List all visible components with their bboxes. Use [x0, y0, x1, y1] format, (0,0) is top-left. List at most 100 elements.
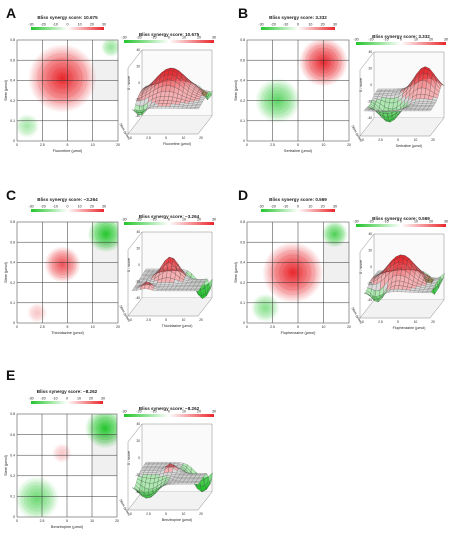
x-tick-label: 20 — [115, 519, 119, 523]
x-tick-label: 10 — [182, 136, 186, 140]
x-axis-label: Thioridazine (µmol) — [51, 331, 84, 335]
contour-line — [30, 491, 44, 505]
z-tick-label: 40 — [368, 50, 372, 54]
colorbar-tick-label: 0 — [297, 205, 299, 209]
synergy-blob — [44, 246, 81, 283]
y-tick-label: 0.2 — [240, 99, 245, 103]
colorbar — [261, 209, 335, 212]
surface-title: Bliss synergy score: 10.675 — [139, 32, 200, 37]
colorbar-tick-label: 0 — [67, 205, 69, 209]
colorbar-tick-label: 30 — [212, 36, 216, 40]
heatmap-title: Bliss synergy score: 0.569 — [269, 197, 327, 202]
y-axis-label: Stem (µmol) — [119, 304, 132, 322]
colorbar-tick-label: 10 — [414, 220, 418, 224]
colorbar-tick-label: 0 — [67, 23, 69, 27]
colorbar-tick-label: 30 — [444, 38, 448, 42]
contour-line — [47, 63, 78, 94]
x-tick-label: 5 — [67, 325, 69, 329]
x-tick-label: 10 — [322, 143, 326, 147]
masked-cell — [92, 242, 118, 263]
colorbar-tick-label: 20 — [90, 205, 94, 209]
surface-facet — [196, 285, 203, 287]
heatmap-panel-C: C Bliss synergy score: −3.264 -30 -20 -10 0 10… — [4, 187, 120, 335]
colorbar-tick-label: 10 — [182, 410, 186, 414]
surface-floor — [127, 115, 213, 135]
surface-mesh — [131, 256, 213, 299]
panel-letter: A — [6, 5, 16, 21]
colorbar-tick-label: 0 — [297, 23, 299, 27]
masked-cell — [92, 434, 117, 456]
y-tick-label: 0.1 — [240, 119, 245, 123]
colorbar-tick-label: -30 — [353, 38, 358, 42]
colorbar-tick-label: 10 — [77, 397, 81, 401]
x-axis-label: Thioridazine (µmol) — [162, 324, 193, 328]
x-tick-label: 0 — [130, 512, 132, 516]
surface-facet — [427, 106, 434, 109]
y-tick-label: 0.4 — [240, 261, 245, 265]
x-tick-label: 10 — [91, 143, 95, 147]
colorbar-tick-label: -10 — [151, 410, 156, 414]
colorbar-tick-label: -30 — [121, 36, 126, 40]
colorbar-tick-label: 20 — [89, 397, 93, 401]
x-tick-label: 0 — [16, 143, 18, 147]
surface-panel-E: Bliss synergy score: −8.262 -30 -20 -10 0 10 2… — [119, 406, 216, 522]
colorbar-tick-label: 20 — [429, 38, 433, 42]
heatmap-panel-E: E Bliss synergy score: −8.262 -30 -20 -10 0 10… — [4, 367, 119, 529]
heatmap-panel-D: D Bliss synergy score: 0.569 -30 -20 -10 0 10 2… — [234, 187, 351, 335]
z-tick-label: -20 — [135, 473, 140, 477]
contour-line — [56, 447, 68, 460]
heatmap-surface — [17, 414, 117, 517]
surface-floor — [127, 297, 213, 317]
contour-line — [275, 254, 311, 291]
colorbar — [124, 414, 214, 417]
z-tick-label: 0 — [138, 263, 140, 267]
z-axis-label: δ - score — [127, 258, 131, 272]
z-tick-label: 40 — [136, 422, 140, 426]
colorbar-tick-label: 30 — [102, 23, 106, 27]
x-axis-label: Sertraline (µmol) — [396, 144, 423, 148]
masked-cell — [92, 80, 118, 101]
surface-facet — [428, 105, 435, 107]
colorbar-tick-label: 20 — [90, 23, 94, 27]
colorbar-tick-label: 20 — [197, 218, 201, 222]
z-axis-label: δ - score — [359, 260, 363, 274]
z-tick-label: 0 — [138, 456, 140, 460]
surface-facet — [199, 281, 205, 283]
y-tick-label: 0 — [13, 321, 15, 325]
contour-line — [263, 305, 268, 311]
heatmap-title: Bliss synergy score: −8.262 — [37, 389, 98, 394]
contour-line — [330, 230, 339, 239]
colorbar-tick-label: -20 — [368, 220, 373, 224]
contour-line — [270, 250, 315, 295]
z-tick-label: -20 — [135, 280, 140, 284]
colorbar-tick-label: 30 — [212, 218, 216, 222]
x-tick-label: 10 — [91, 325, 95, 329]
synergy-blob — [321, 222, 348, 248]
contour-line — [24, 485, 50, 512]
colorbar — [31, 209, 104, 212]
z-tick-label: 20 — [136, 247, 140, 251]
colorbar-tick-label: 20 — [321, 23, 325, 27]
masked-cell — [323, 262, 349, 283]
colorbar-tick-label: -30 — [28, 205, 33, 209]
surface-facet — [196, 102, 203, 105]
surface-mesh — [363, 254, 445, 303]
colorbar — [31, 27, 104, 30]
z-tick-label: 40 — [368, 232, 372, 236]
x-tick-label: 2.5 — [40, 519, 45, 523]
z-tick-label: 20 — [136, 439, 140, 443]
colorbar-tick-label: -30 — [121, 218, 126, 222]
heatmap-title: Bliss synergy score: −3.264 — [37, 197, 98, 202]
colorbar-tick-label: 30 — [212, 410, 216, 414]
contour-line — [54, 445, 70, 461]
contour-line — [31, 306, 44, 319]
colorbar-tick-label: -10 — [52, 397, 57, 401]
colorbar-tick-label: 30 — [333, 205, 337, 209]
surface-facet — [198, 282, 204, 285]
y-tick-label: 0.6 — [240, 240, 245, 244]
surface-edge — [359, 51, 375, 71]
z-axis-label: δ - score — [127, 451, 131, 465]
colorbar-tick-label: -10 — [151, 36, 156, 40]
x-tick-label: 0 — [362, 138, 364, 142]
x-tick-label: 20 — [199, 512, 203, 516]
